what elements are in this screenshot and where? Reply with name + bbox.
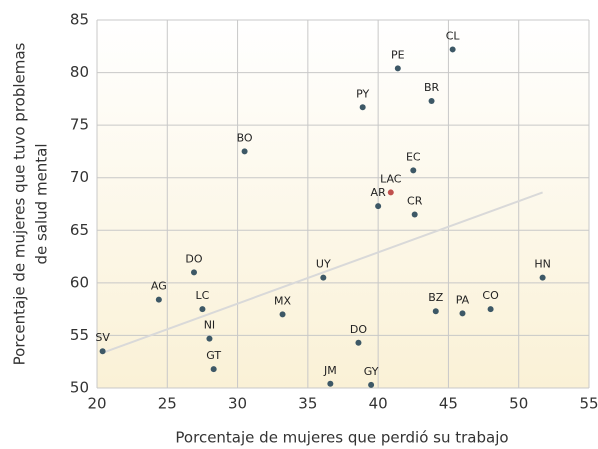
point [459, 310, 466, 317]
point [432, 308, 439, 315]
point-label: UY [316, 258, 331, 271]
point [449, 46, 456, 53]
point-label: NI [204, 319, 215, 332]
point [190, 269, 197, 276]
y-tick-label: 80 [70, 63, 89, 81]
point [279, 311, 286, 318]
x-tick-label: 30 [228, 395, 247, 413]
point-label: HN [534, 258, 551, 271]
trendline [100, 191, 543, 355]
point-label: LC [196, 289, 210, 302]
y-tick-label: 85 [70, 11, 89, 29]
point [375, 203, 382, 210]
point-label: LAC [380, 172, 402, 185]
point [327, 380, 334, 387]
x-tick-label: 35 [298, 395, 317, 413]
y-axis-label: de salud mental [33, 143, 51, 264]
point [320, 274, 327, 281]
point [428, 97, 435, 104]
point-label: CO [482, 289, 499, 302]
point-label: BZ [428, 291, 444, 304]
point [199, 306, 206, 313]
x-axis-label: Porcentaje de mujeres que perdió su trab… [175, 429, 508, 447]
point [241, 148, 248, 155]
point [411, 211, 418, 218]
x-tick-label: 50 [509, 395, 528, 413]
point [99, 348, 106, 355]
point-label: EC [406, 150, 421, 163]
y-tick-label: 65 [70, 221, 89, 239]
point-label: BO [237, 131, 253, 144]
point-label: GT [206, 349, 221, 362]
point-label: CL [446, 29, 461, 42]
point-label: PY [356, 87, 369, 100]
y-tick-label: 50 [70, 379, 89, 397]
point-label: GY [364, 365, 379, 378]
point [210, 366, 217, 373]
point-label: JM [323, 364, 337, 377]
x-tick-label: 45 [439, 395, 458, 413]
point-label: PA [456, 293, 470, 306]
x-tick-label: 55 [579, 395, 598, 413]
point [368, 381, 375, 388]
point [359, 104, 366, 111]
y-tick-label: 75 [70, 116, 89, 134]
x-tick-label: 20 [87, 395, 106, 413]
point [394, 65, 401, 72]
point [155, 296, 162, 303]
y-tick-label: 60 [70, 273, 89, 291]
y-tick-label: 55 [70, 326, 89, 344]
point-label: BR [424, 81, 440, 94]
point [355, 339, 362, 346]
point [487, 306, 494, 313]
point [387, 189, 394, 196]
point-label: CR [407, 195, 423, 208]
point-label: DO [185, 252, 202, 265]
x-tick-label: 40 [369, 395, 388, 413]
point-label: AR [371, 186, 387, 199]
point [410, 167, 417, 174]
plot-background [97, 20, 589, 388]
point-label: MX [274, 294, 291, 307]
point-label: SV [95, 331, 110, 344]
point-label: DO [350, 323, 367, 336]
y-axis-label: Porcentaje de mujeres que tuvo problemas [11, 42, 29, 365]
point [539, 274, 546, 281]
y-tick-label: 70 [70, 168, 89, 186]
point-label: AG [151, 280, 167, 293]
point-label: PE [391, 48, 405, 61]
point [206, 335, 213, 342]
x-tick-label: 25 [158, 395, 177, 413]
